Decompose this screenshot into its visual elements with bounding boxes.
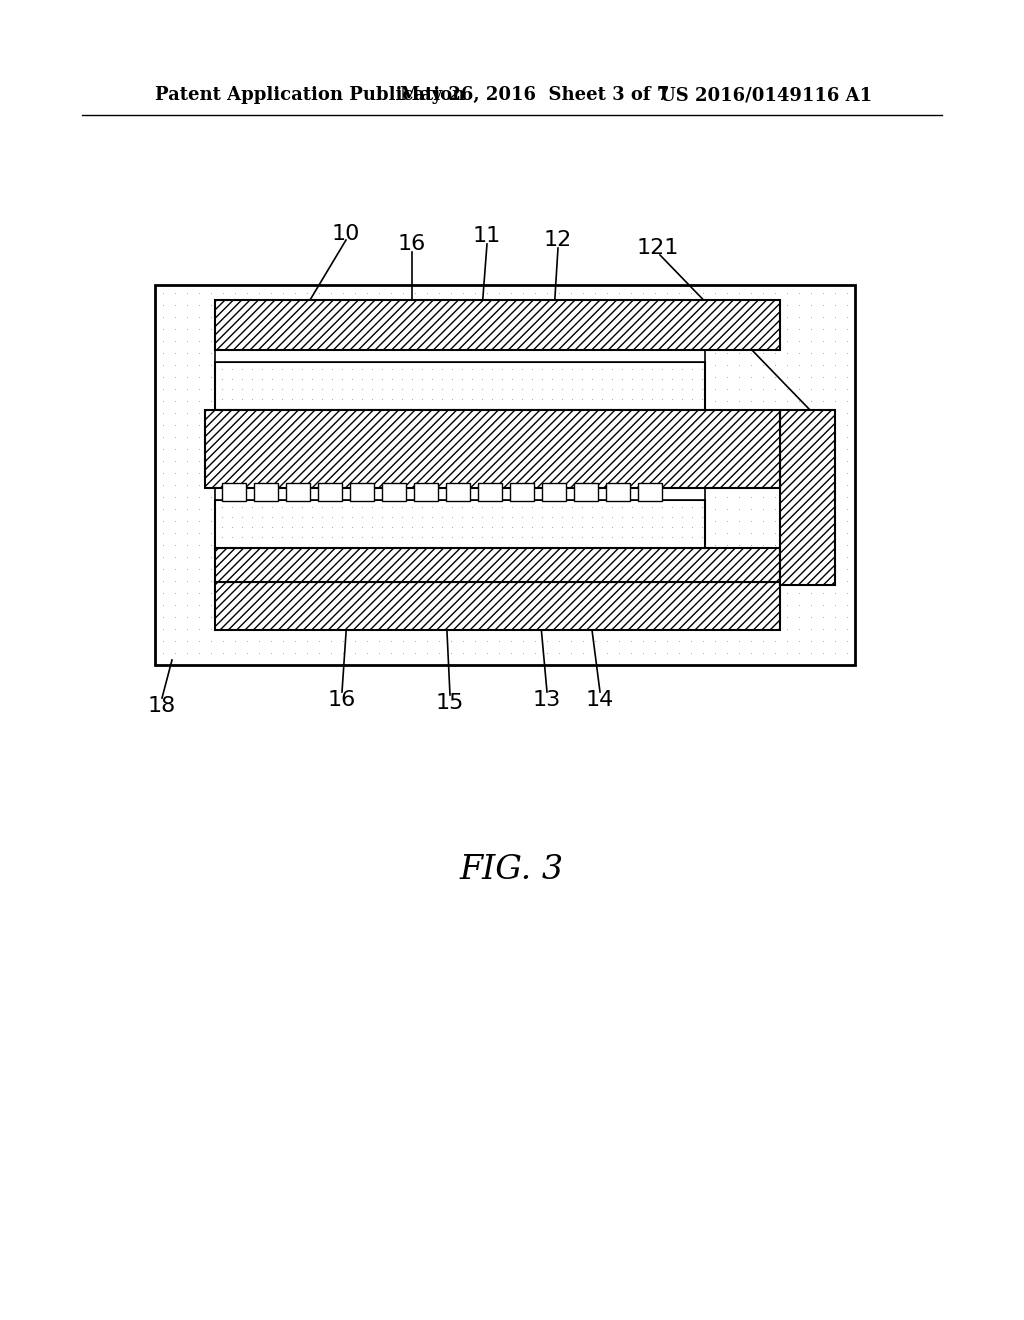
Bar [222, 483, 246, 502]
Bar [215, 300, 780, 350]
Bar [414, 483, 438, 502]
Bar [215, 350, 705, 362]
Bar [215, 548, 780, 582]
Bar [318, 483, 342, 502]
Text: 18: 18 [147, 696, 176, 715]
Bar [215, 362, 705, 411]
Text: 10: 10 [332, 224, 360, 244]
Bar [780, 411, 835, 585]
Bar [382, 483, 406, 502]
Text: May 26, 2016  Sheet 3 of 7: May 26, 2016 Sheet 3 of 7 [400, 86, 670, 104]
Bar [638, 483, 662, 502]
Bar [446, 483, 470, 502]
Text: 16: 16 [328, 690, 356, 710]
Bar [510, 483, 534, 502]
Text: 14: 14 [586, 690, 614, 710]
Bar [254, 483, 278, 502]
Text: FIG. 3: FIG. 3 [460, 854, 564, 886]
Text: 13: 13 [532, 690, 561, 710]
Text: Patent Application Publication: Patent Application Publication [155, 86, 465, 104]
Text: 121: 121 [637, 238, 679, 257]
Bar [574, 483, 598, 502]
Bar [215, 488, 705, 500]
Bar [286, 483, 310, 502]
Text: 16: 16 [398, 234, 426, 253]
Bar [478, 483, 502, 502]
Text: 11: 11 [473, 226, 501, 246]
Bar [350, 483, 374, 502]
Bar [606, 483, 630, 502]
Bar [205, 411, 780, 488]
Bar [542, 483, 566, 502]
Bar [215, 582, 780, 630]
Text: 12: 12 [544, 230, 572, 249]
Text: US 2016/0149116 A1: US 2016/0149116 A1 [660, 86, 872, 104]
Bar [155, 285, 855, 665]
Text: 15: 15 [436, 693, 464, 713]
Bar [215, 500, 705, 548]
